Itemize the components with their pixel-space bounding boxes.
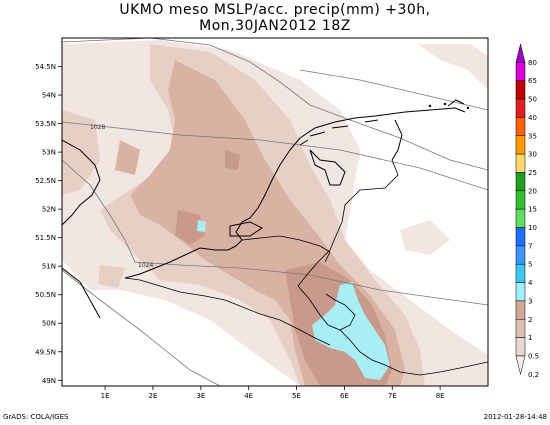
colorbar-swatch xyxy=(515,153,526,173)
colorbar-swatch xyxy=(515,135,526,155)
colorbar-label: 50 xyxy=(528,96,537,104)
channel-coast xyxy=(62,267,101,319)
lat-tick-label: 53.5N xyxy=(35,120,56,128)
colorbar-swatch xyxy=(515,117,526,137)
colorbar-swatch xyxy=(515,227,526,247)
borders xyxy=(124,159,488,376)
colorbar-label: 25 xyxy=(528,169,537,177)
isobar-1020 xyxy=(62,269,221,386)
colorbar-label: 1 xyxy=(528,334,532,342)
colorbar-swatch xyxy=(515,80,526,100)
colorbar-label: 30 xyxy=(528,151,537,159)
colorbar-label: 7 xyxy=(528,242,532,250)
colorbar-label: 2 xyxy=(528,316,532,324)
precip-colorbar: 80 65 50 40 35 30 25 20 15 10 7 5 4 3 2 1 0.5 0.2 xyxy=(515,43,539,379)
lat-tick-label: 52.5N xyxy=(35,177,56,185)
lat-tick-label: 51N xyxy=(42,263,56,271)
lat-tick-label: 54N xyxy=(42,92,56,100)
isobar-1024 xyxy=(62,159,488,306)
lat-tick-label: 53N xyxy=(42,149,56,157)
lon-tick-label: 4E xyxy=(244,392,253,400)
colorbar-label: 65 xyxy=(528,77,537,85)
lat-tick-label: 52N xyxy=(42,206,56,214)
latitude-axis: 54.5N 54N 53.5N 53N 52.5N 52N 51.5N 51N 50.5N 50N… xyxy=(35,63,62,385)
footer-credit: GrADS: COLA/IGES xyxy=(3,413,69,421)
colorbar-label: 0.2 xyxy=(528,371,539,379)
coastlines xyxy=(62,99,466,319)
colorbar-swatch xyxy=(515,319,526,338)
colorbar-swatch xyxy=(515,98,526,118)
colorbar-label: 4 xyxy=(528,279,533,287)
longitude-axis: 1E 2E 3E 4E 5E 6E 7E 8E xyxy=(101,386,445,400)
lat-tick-label: 50.5N xyxy=(35,291,56,299)
isobar-label: 1024 xyxy=(138,262,153,269)
lon-tick-label: 7E xyxy=(388,392,397,400)
border-nl-de xyxy=(297,159,399,287)
precip-3mm-area xyxy=(197,220,390,380)
border-be-fr xyxy=(124,277,331,346)
colorbar-swatch xyxy=(515,172,526,192)
border-fr-de xyxy=(339,329,488,376)
isobar-1028 xyxy=(62,121,488,191)
colorbar-swatch xyxy=(515,355,526,375)
lon-tick-label: 1E xyxy=(101,392,110,400)
belgian-coast xyxy=(124,247,201,279)
colorbar-label: 20 xyxy=(528,187,537,195)
map-frame xyxy=(61,37,489,387)
colorbar-label: 3 xyxy=(528,297,532,305)
isobar-1032 xyxy=(62,38,488,171)
colorbar-swatch xyxy=(515,263,526,283)
dutch-coast xyxy=(199,149,291,251)
colorbar-label: 0.5 xyxy=(528,352,539,360)
zeeland-islands xyxy=(229,221,263,237)
lat-tick-label: 54.5N xyxy=(35,63,56,71)
colorbar-label: 5 xyxy=(528,261,532,269)
elbe-mouth xyxy=(447,99,465,107)
colorbar-label: 40 xyxy=(528,114,537,122)
lon-tick-label: 6E xyxy=(340,392,349,400)
colorbar-swatch xyxy=(515,245,526,265)
colorbar-label: 80 xyxy=(528,59,537,67)
terschelling xyxy=(331,125,349,129)
map-title: UKMO meso MSLP/acc. precip(mm) +30h, xyxy=(119,2,431,18)
ijsselmeer xyxy=(309,149,346,186)
england-coast xyxy=(62,139,101,226)
map-plot-area: 1028 1024 xyxy=(62,38,488,386)
lon-tick-label: 5E xyxy=(292,392,301,400)
colorbar-swatch xyxy=(515,190,526,210)
lon-tick-label: 8E xyxy=(436,392,445,400)
lat-tick-label: 50N xyxy=(42,320,56,328)
footer-timestamp: 2012-01-28-14:48 xyxy=(483,413,547,421)
colorbar-swatch xyxy=(515,337,526,357)
isobar-label: 1028 xyxy=(90,124,105,131)
colorbar-label: 35 xyxy=(528,132,537,140)
ems-coast xyxy=(391,119,403,161)
schiermonnikoog xyxy=(364,119,379,123)
lon-tick-label: 3E xyxy=(196,392,205,400)
vlieland xyxy=(309,131,326,137)
colorbar-swatch xyxy=(515,208,526,228)
lat-tick-label: 49.5N xyxy=(35,348,56,356)
colorbar-swatch xyxy=(515,62,526,81)
border-lux xyxy=(297,285,356,331)
border-nl-be xyxy=(241,235,331,263)
texel xyxy=(299,139,309,146)
colorbar-swatch xyxy=(515,282,526,302)
lat-tick-label: 49N xyxy=(42,377,56,385)
colorbar-swatch xyxy=(515,300,526,320)
map-subtitle: Mon,30JAN2012 18Z xyxy=(199,18,351,34)
lat-tick-label: 51.5N xyxy=(35,234,56,242)
colorbar-label: 10 xyxy=(528,224,537,232)
coastal-marks xyxy=(428,102,470,110)
wadden-coast xyxy=(289,107,466,151)
lon-tick-label: 2E xyxy=(148,392,157,400)
colorbar-swatch xyxy=(515,43,526,63)
colorbar-label: 15 xyxy=(528,206,537,214)
